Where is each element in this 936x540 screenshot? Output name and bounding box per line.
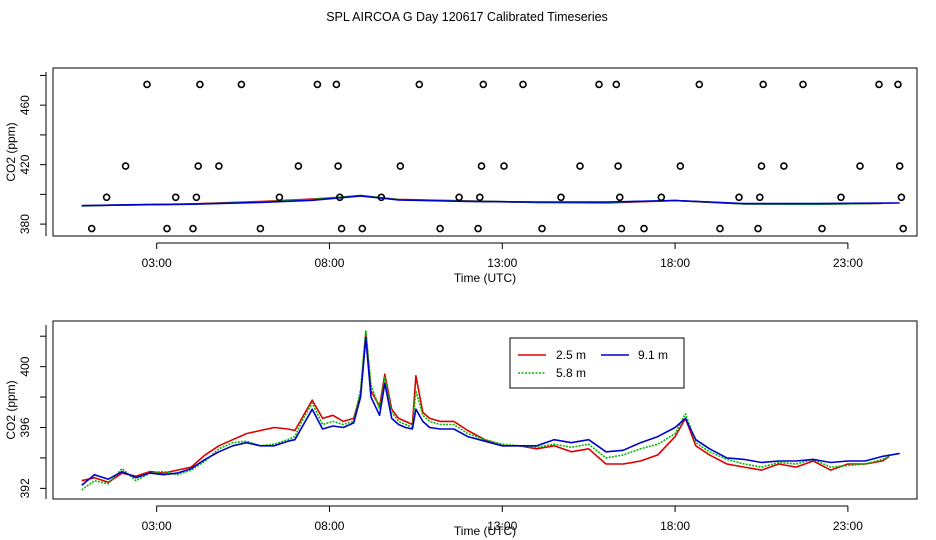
bottom-x-tick-label: 23:00	[833, 519, 863, 533]
calibration-point	[196, 80, 204, 89]
calibration-point	[538, 224, 546, 233]
figure-title: SPL AIRCOA G Day 120617 Calibrated Times…	[326, 10, 608, 24]
calibration-point	[640, 224, 648, 233]
bottom-y-tick-label: 400	[18, 356, 32, 376]
calibration-point	[143, 80, 151, 89]
top-y-tick-label: 460	[18, 95, 32, 115]
calibration-point	[377, 193, 386, 202]
calibration-point	[557, 193, 565, 202]
calibration-point	[189, 224, 197, 233]
top-panel: 03:00 08:00 13:00 18:00 23:00 380 420 460 Time …	[4, 67, 918, 285]
calibration-point	[897, 193, 906, 202]
calibration-point	[436, 224, 444, 233]
calibration-point	[337, 224, 346, 233]
calibration-point	[576, 162, 584, 170]
bottom-y-tick-label: 392	[18, 478, 32, 498]
calibration-point	[334, 162, 342, 170]
legend-label-2-5m: 2.5 m	[556, 348, 586, 362]
calibration-point	[754, 224, 762, 233]
calibration-point	[192, 193, 201, 202]
calibration-point	[396, 162, 405, 170]
bottom-x-tick-label: 13:00	[487, 519, 517, 533]
bottom-series-9-1-mline	[81, 336, 900, 486]
calibration-point	[275, 193, 284, 202]
calibration-point	[614, 162, 622, 170]
top-x-tick-label: 18:00	[660, 256, 690, 270]
top-y-tick-label: 380	[18, 214, 32, 234]
calibration-point	[194, 162, 202, 170]
calibration-point	[256, 224, 265, 233]
calibration-point	[695, 80, 704, 89]
calibration-point	[121, 162, 130, 170]
calibration-point	[477, 162, 486, 170]
bottom-x-tick-label: 03:00	[142, 519, 172, 533]
calibration-point	[519, 80, 527, 89]
top-x-tick-label: 23:00	[833, 256, 863, 270]
top-plot-frame	[52, 67, 918, 237]
calibration-point	[237, 80, 246, 89]
top-series-9-1-mline	[81, 195, 900, 207]
calibration-point	[479, 80, 488, 89]
calibration-point	[617, 224, 626, 233]
calibration-point	[335, 193, 344, 202]
calibration-point	[474, 224, 482, 233]
calibration-point	[676, 162, 685, 170]
calibration-point	[102, 193, 111, 202]
calibration-point	[595, 80, 603, 89]
top-x-axis-label: Time (UTC)	[454, 271, 516, 285]
calibration-point	[799, 80, 807, 89]
calibration-point	[171, 193, 180, 202]
calibration-point	[163, 224, 171, 233]
bottom-x-tick-label: 18:00	[660, 519, 690, 533]
calibration-point	[87, 224, 96, 233]
top-x-tick-label: 08:00	[314, 256, 344, 270]
calibration-point	[875, 80, 883, 89]
calibration-point	[294, 162, 303, 170]
bottom-panel: 03:00 08:00 13:00 18:00 23:00 392 396 400 Time …	[4, 320, 918, 538]
calibration-point	[759, 80, 768, 89]
bottom-y-axis-label: CO2 (ppm)	[4, 380, 18, 439]
bottom-series-5-8-mline	[81, 329, 890, 491]
calibration-point	[735, 193, 743, 202]
top-y-axis-label: CO2 (ppm)	[4, 122, 18, 181]
top-y-tick-label: 420	[18, 154, 32, 174]
calibration-point	[612, 80, 621, 89]
legend-box	[509, 337, 685, 389]
calibration-point	[332, 80, 341, 89]
calibration-point	[837, 193, 845, 202]
calibration-point	[755, 193, 764, 202]
calibration-point	[215, 162, 223, 170]
calibration-point	[500, 162, 508, 170]
calibration-point	[895, 162, 904, 170]
calibration-point	[313, 80, 322, 89]
calibration-point	[657, 193, 666, 202]
calibration-point	[455, 193, 463, 202]
calibration-point	[475, 193, 484, 202]
calibration-point	[757, 162, 766, 170]
bottom-plot-frame	[52, 320, 918, 500]
calibration-point	[856, 162, 864, 170]
top-x-tick-label: 03:00	[142, 256, 172, 270]
legend-label-9-1m: 9.1 m	[638, 348, 668, 362]
calibration-point	[899, 224, 908, 233]
legend: 2.5 m 9.1 m 5.8 m	[509, 337, 685, 389]
calibration-point	[894, 80, 902, 89]
legend-label-5-8m: 5.8 m	[556, 366, 586, 380]
calibration-point	[780, 162, 788, 170]
calibration-point	[716, 224, 724, 233]
calibration-point	[415, 80, 424, 89]
calibration-point	[358, 224, 367, 233]
calibration-point	[818, 224, 826, 233]
bottom-x-tick-label: 08:00	[314, 519, 344, 533]
bottom-y-tick-label: 396	[18, 417, 32, 437]
bottom-x-axis-label: Time (UTC)	[454, 524, 516, 538]
calibration-point	[615, 193, 624, 202]
bottom-series-2-5-mline	[81, 332, 890, 484]
top-x-tick-label: 13:00	[487, 256, 517, 270]
